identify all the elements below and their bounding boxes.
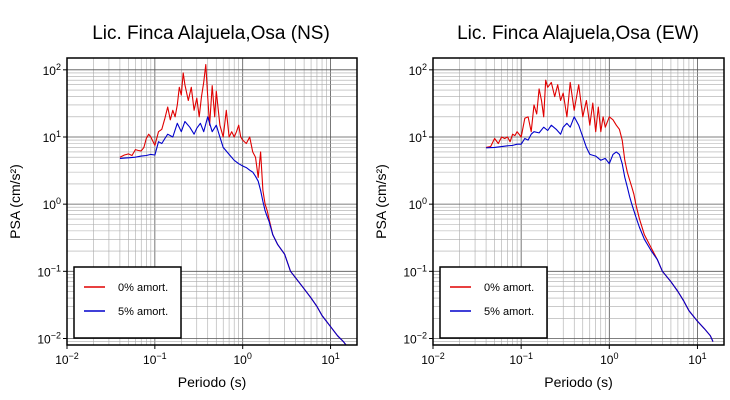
chart-ns-legend-label: 0% amort.: [118, 282, 168, 294]
chart-ns-y-tick-exp: −2: [51, 330, 61, 340]
chart-ew-y-tick-base: 10: [409, 198, 423, 212]
chart-ew-x-tick-label: 10−2: [421, 351, 445, 367]
chart-ew-legend-label: 5% amort.: [484, 306, 534, 318]
chart-ns-x-tick-exp: 0: [247, 351, 252, 361]
chart-ew-y-tick-exp: −1: [417, 263, 427, 273]
chart-ns-title: Lic. Finca Alajuela,Osa (NS): [92, 23, 330, 44]
chart-ns-x-tick-base: 10: [321, 353, 335, 367]
chart-ew-plot-frame: [432, 57, 725, 346]
chart-ns-y-tick-label: 10−2: [37, 330, 61, 346]
chart-ew-series-undamped-line: [486, 79, 714, 342]
chart-ew-y-tick-exp: −2: [417, 330, 427, 340]
chart-ew-x-tick-exp: −1: [523, 351, 533, 361]
chart-ns-y-tick-base: 10: [43, 64, 57, 78]
chart-ns-x-axis-label: Periodo (s): [178, 374, 246, 390]
chart-ew-y-tick-label: 102: [409, 62, 427, 78]
chart-ns-x-tick-base: 10: [143, 353, 157, 367]
chart-ew-y-tick-base: 10: [409, 64, 423, 78]
chart-ew-y-tick-label: 10−1: [403, 263, 427, 279]
chart-ew-y-tick-exp: 2: [422, 62, 427, 72]
chart-ew-series-damped-line: [486, 116, 714, 342]
chart-ns-legend: 0% amort. 5% amort.: [73, 266, 182, 339]
chart-ns-panel: Lic. Finca Alajuela,Osa (NS)10−2 10−1 100 1…: [7, 23, 358, 390]
chart-ew-x-tick-base: 10: [600, 353, 614, 367]
chart-ew-x-tick-base: 10: [421, 353, 435, 367]
chart-ew-y-tick-exp: 0: [422, 196, 427, 206]
chart-ns-x-tick-label: 10−2: [55, 351, 79, 367]
chart-ns-x-tick-base: 10: [55, 353, 69, 367]
chart-ns-y-tick-exp: 0: [56, 196, 61, 206]
chart-ew-x-tick-exp: −2: [435, 351, 445, 361]
chart-ns-y-tick-label: 10−1: [37, 263, 61, 279]
chart-ns-y-tick-exp: 2: [56, 62, 61, 72]
chart-ns-y-tick-base: 10: [43, 198, 57, 212]
chart-ns-y-axis-label: PSA (cm/s²): [7, 164, 23, 239]
chart-ew-x-tick-exp: 0: [613, 351, 618, 361]
chart-ns-legend-box: [73, 266, 182, 339]
chart-ew-x-axis-label: Periodo (s): [544, 374, 612, 390]
chart-ew-y-tick-label: 10−2: [403, 330, 427, 346]
chart-ew-x-tick-label: 101: [688, 351, 706, 367]
chart-ew-x-tick-label: 10−1: [509, 351, 533, 367]
chart-ns-x-tick-exp: 1: [335, 351, 340, 361]
chart-ns-x-tick-label: 101: [321, 351, 339, 367]
chart-ns-x-tick-label: 10−1: [143, 351, 167, 367]
chart-ew-y-tick-base: 10: [409, 131, 423, 145]
chart-ns-x-tick-label: 100: [234, 351, 252, 367]
chart-ew-y-tick-base: 10: [403, 265, 417, 279]
chart-ns-x-tick-exp: −1: [156, 351, 166, 361]
chart-ew-x-tick-exp: 1: [702, 351, 707, 361]
chart-ew-legend-label: 0% amort.: [484, 282, 534, 294]
chart-ew-grid: [433, 58, 724, 345]
chart-ns-y-tick-base: 10: [37, 332, 51, 346]
chart-ew-y-tick-label: 101: [409, 129, 427, 145]
chart-ns-plot-frame: [66, 57, 358, 346]
chart-ns-legend-label: 5% amort.: [118, 306, 168, 318]
chart-ew-y-tick-exp: 1: [422, 129, 427, 139]
chart-ew-y-axis-label: PSA (cm/s²): [373, 164, 389, 239]
chart-ew-panel: Lic. Finca Alajuela,Osa (EW)10−2 10−1 100 1…: [373, 23, 725, 390]
chart-ew-legend: 0% amort. 5% amort.: [439, 266, 548, 339]
chart-ns-x-tick-exp: −2: [69, 351, 79, 361]
chart-ns-y-tick-base: 10: [43, 131, 57, 145]
chart-ew-x-tick-base: 10: [509, 353, 523, 367]
chart-ew-y-tick-base: 10: [403, 332, 417, 346]
chart-ns-y-tick-label: 101: [43, 129, 61, 145]
chart-ns-series-damped-line: [119, 116, 347, 346]
chart-ew-y-tick-label: 100: [409, 196, 427, 212]
chart-ew-x-tick-label: 100: [600, 351, 618, 367]
chart-ns-y-tick-exp: −1: [51, 263, 61, 273]
chart-ns-y-tick-exp: 1: [56, 129, 61, 139]
chart-ns-y-tick-label: 102: [43, 62, 61, 78]
chart-ew-legend-box: [439, 266, 548, 339]
chart-ew-title: Lic. Finca Alajuela,Osa (EW): [457, 23, 699, 44]
chart-ns-x-tick-base: 10: [234, 353, 248, 367]
chart-ns-y-tick-base: 10: [37, 265, 51, 279]
chart-ns-y-tick-label: 100: [43, 196, 61, 212]
chart-ew-x-tick-base: 10: [688, 353, 702, 367]
